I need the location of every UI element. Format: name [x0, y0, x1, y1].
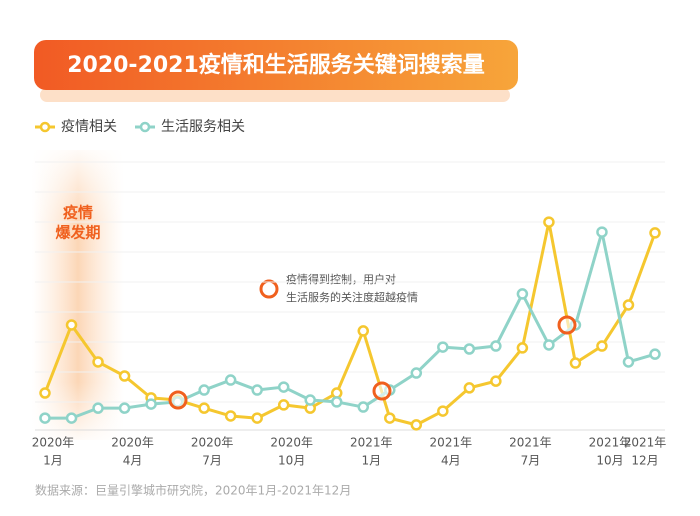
point	[410, 367, 423, 379]
title-banner	[34, 40, 518, 90]
point	[463, 382, 476, 394]
point	[410, 419, 423, 431]
crossover-highlight	[557, 315, 577, 335]
x-tick-label: 2020年	[191, 436, 234, 450]
banner-shadow	[40, 88, 510, 102]
point	[437, 405, 449, 417]
x-tick-label: 10月	[596, 454, 623, 468]
x-tick-label: 2021年	[509, 436, 552, 450]
point	[277, 399, 290, 411]
point	[490, 340, 502, 352]
point	[65, 319, 78, 331]
point	[649, 227, 661, 239]
x-tick-label: 7月	[202, 454, 222, 468]
crossover-highlight	[372, 381, 392, 401]
x-tick-label: 2020年	[270, 436, 313, 450]
x-tick-label: 10月	[278, 454, 305, 468]
legend-label: 生活服务相关	[161, 119, 245, 135]
x-tick-label: 2021年	[589, 436, 632, 450]
source: 数据来源：巨量引擎城市研究院，2020年1月-2021年12月	[35, 483, 351, 498]
x-tick-label: 4月	[123, 454, 143, 468]
point	[463, 343, 476, 355]
point	[65, 412, 78, 424]
x-tick-label: 2020年	[111, 436, 154, 450]
x-tick-label: 12月	[631, 454, 658, 468]
point	[198, 384, 210, 396]
point	[251, 384, 263, 396]
point	[39, 387, 51, 399]
point	[118, 402, 131, 414]
point	[224, 410, 237, 422]
point	[569, 357, 582, 369]
point	[330, 387, 343, 399]
annotation: 疫情	[63, 204, 93, 222]
x-tick-label: 1月	[361, 454, 381, 468]
point	[596, 226, 608, 238]
legend-marker	[39, 121, 51, 133]
annotation: 疫情得到控制，用户对	[286, 272, 396, 286]
x-tick-label: 2020年	[32, 436, 75, 450]
point	[92, 402, 104, 414]
x-tick-label: 7月	[521, 454, 541, 468]
point	[437, 341, 449, 353]
plot	[35, 161, 665, 431]
point	[649, 348, 661, 360]
x-tick-label: 2021年	[350, 436, 393, 450]
point	[330, 396, 343, 408]
point	[304, 394, 316, 406]
chart-title: 2020-2021疫情和生活服务关键词搜索量	[67, 52, 485, 78]
x-tick-label: 1月	[43, 454, 63, 468]
point	[543, 216, 555, 228]
point	[118, 370, 131, 382]
annotation: 生活服务的关注度超越疫情	[286, 290, 418, 304]
point	[622, 356, 635, 368]
annotation: 爆发期	[55, 224, 100, 242]
point	[357, 401, 370, 413]
point	[277, 381, 290, 393]
legend-label: 疫情相关	[61, 119, 117, 135]
point	[543, 339, 555, 351]
x-tick-label: 2021年	[430, 436, 473, 450]
point	[490, 375, 502, 387]
point	[251, 412, 263, 424]
annotation-icon	[259, 279, 279, 299]
point	[145, 398, 157, 410]
point	[39, 412, 51, 424]
crossover-highlight	[168, 390, 188, 410]
point	[384, 412, 396, 424]
point	[92, 356, 104, 368]
legend-marker	[139, 121, 151, 133]
point	[357, 325, 370, 337]
point	[516, 342, 529, 354]
point	[198, 402, 210, 414]
point	[622, 299, 635, 311]
point	[224, 374, 237, 386]
x-tick-label: 2021年	[624, 436, 667, 450]
point	[596, 340, 608, 352]
x-tick-label: 4月	[441, 454, 461, 468]
point	[516, 288, 529, 300]
